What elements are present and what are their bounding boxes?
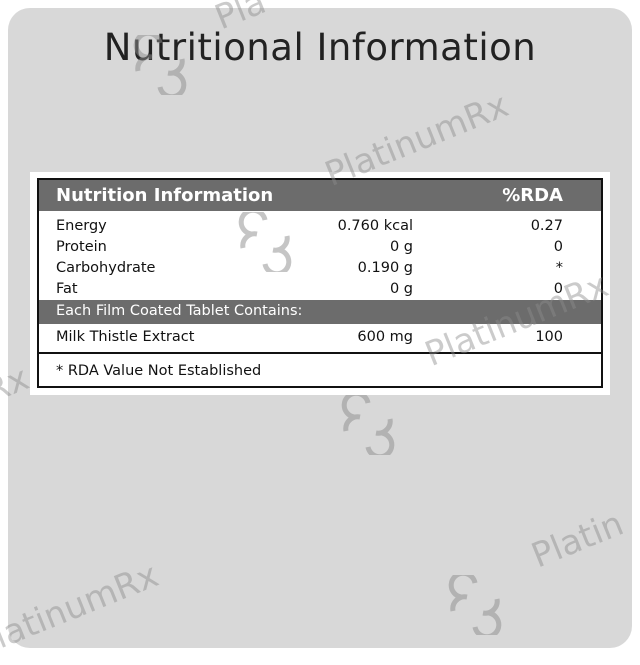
table-row: Protein 0 g 0 [39, 237, 601, 258]
ingredient-row: Milk Thistle Extract 600 mg 100 [39, 327, 601, 348]
divider [39, 352, 601, 354]
row-amount: 0.190 g [357, 260, 413, 276]
row-amount: 0 g [389, 239, 413, 255]
page-title: Nutritional Information [103, 26, 537, 69]
table-row: Fat 0 g 0 [39, 279, 601, 300]
row-name: Fat [56, 281, 78, 297]
row-rda: 0 [553, 281, 563, 297]
header-label: Nutrition Information [56, 185, 274, 206]
row-name: Energy [56, 218, 107, 234]
table-row: Energy 0.760 kcal 0.27 [39, 216, 601, 237]
row-name: Protein [56, 239, 107, 255]
row-rda: 0 [553, 239, 563, 255]
watermark-logo-icon [341, 395, 395, 455]
row-name: Milk Thistle Extract [56, 329, 195, 345]
header-rda: %RDA [502, 185, 563, 206]
watermark-logo-icon [448, 575, 502, 635]
row-rda: 100 [535, 329, 563, 345]
row-name: Carbohydrate [56, 260, 156, 276]
section-header: Each Film Coated Tablet Contains: [39, 300, 601, 324]
row-amount: 0.760 kcal [337, 218, 413, 234]
row-rda: * [555, 260, 563, 276]
table-header: Nutrition Information %RDA [39, 180, 601, 211]
section-label: Each Film Coated Tablet Contains: [56, 303, 303, 319]
table-row: Carbohydrate 0.190 g * [39, 258, 601, 279]
footnote: * RDA Value Not Established [56, 363, 262, 379]
watermark-logo-icon [133, 35, 187, 95]
row-amount: 600 mg [357, 329, 413, 345]
row-amount: 0 g [389, 281, 413, 297]
nutrition-table: Nutrition Information %RDA Energy 0.760 … [37, 178, 603, 388]
row-rda: 0.27 [530, 218, 563, 234]
watermark-logo-icon [238, 212, 292, 272]
